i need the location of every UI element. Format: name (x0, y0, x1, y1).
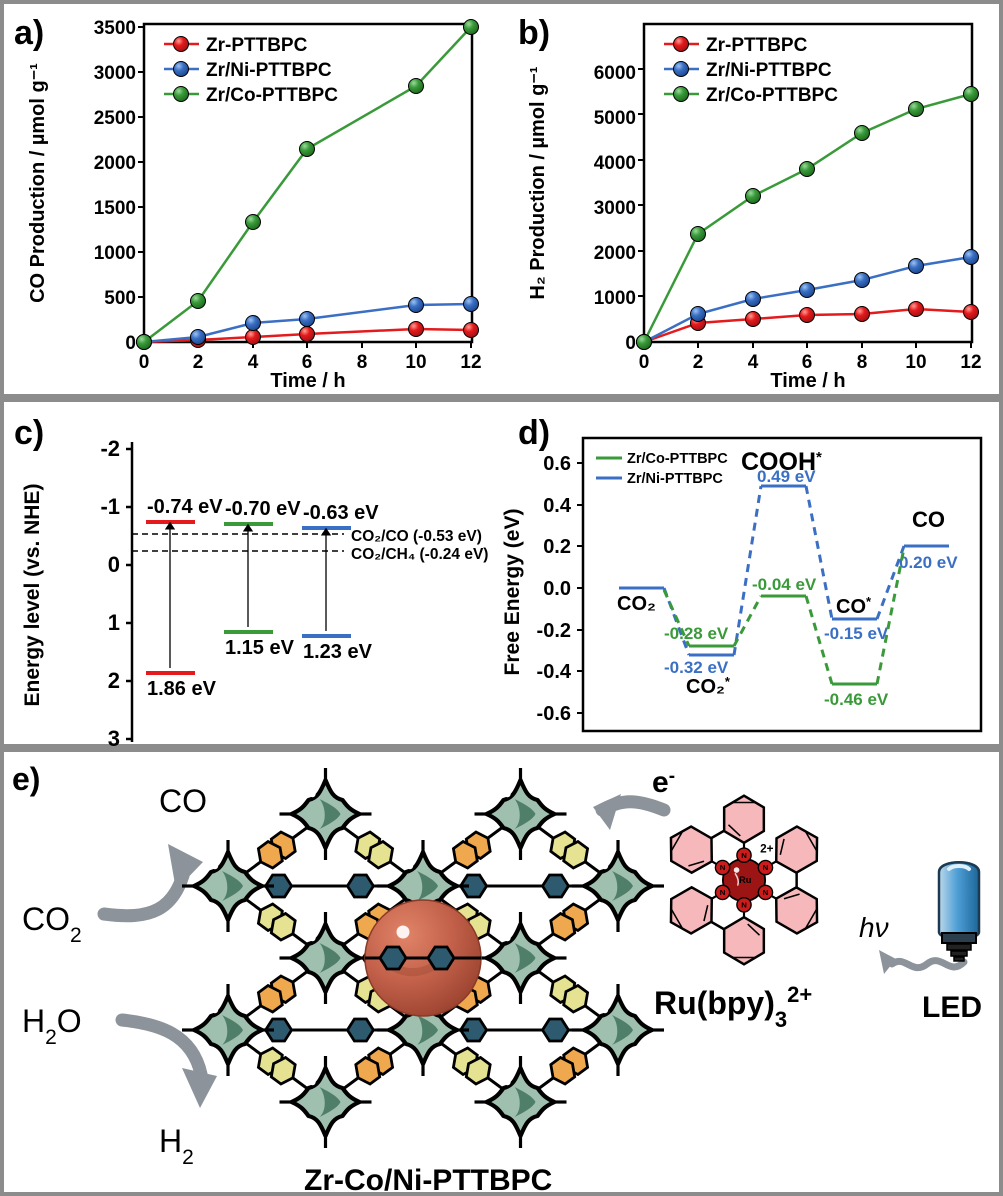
svg-text:3000: 3000 (594, 198, 636, 219)
svg-text:c): c) (14, 414, 44, 452)
svg-text:2: 2 (193, 352, 204, 373)
svg-text:Time / h: Time / h (770, 370, 845, 392)
svg-text:a): a) (14, 14, 44, 52)
svg-text:N: N (763, 888, 769, 897)
svg-text:-0.4: -0.4 (537, 661, 572, 683)
svg-text:0: 0 (139, 352, 150, 373)
svg-text:N: N (741, 900, 747, 909)
svg-text:1500: 1500 (94, 198, 136, 219)
svg-text:-0.28 eV: -0.28 eV (664, 624, 729, 643)
svg-text:Energy level (vs. NHE): Energy level (vs. NHE) (21, 484, 44, 707)
svg-text:3500: 3500 (94, 18, 136, 39)
svg-text:1.15 eV: 1.15 eV (225, 637, 295, 659)
svg-text:2000: 2000 (94, 153, 136, 174)
svg-text:Zr/Ni-PTTBPC: Zr/Ni-PTTBPC (206, 60, 332, 81)
svg-text:CO₂: CO₂ (617, 593, 656, 615)
svg-text:-0.70 eV: -0.70 eV (225, 498, 301, 520)
svg-text:CO: CO (159, 783, 207, 819)
svg-text:4: 4 (748, 352, 759, 373)
svg-text:2: 2 (693, 352, 704, 373)
svg-text:CO2: CO2 (22, 901, 82, 947)
svg-text:-0.63 eV: -0.63 eV (303, 502, 379, 524)
svg-text:Zr/Co-PTTBPC: Zr/Co-PTTBPC (706, 85, 838, 106)
svg-text:2+: 2+ (760, 843, 774, 856)
svg-text:0.4: 0.4 (543, 495, 572, 517)
svg-text:0.2: 0.2 (543, 536, 571, 558)
svg-text:2000: 2000 (594, 243, 636, 264)
svg-text:0.6: 0.6 (543, 453, 571, 475)
svg-text:-0.04 eV: -0.04 eV (752, 575, 817, 594)
svg-text:10: 10 (905, 352, 926, 373)
svg-text:1.86 eV: 1.86 eV (147, 678, 217, 700)
svg-text:-0.32 eV: -0.32 eV (664, 658, 729, 677)
svg-text:Free Energy (eV): Free Energy (eV) (501, 509, 524, 676)
svg-text:0: 0 (625, 333, 636, 354)
svg-text:0.20 eV: 0.20 eV (899, 553, 958, 572)
svg-text:CO*: CO* (836, 594, 872, 619)
svg-text:4: 4 (248, 352, 259, 373)
svg-text:1.23 eV: 1.23 eV (303, 641, 373, 663)
svg-text:500: 500 (104, 288, 136, 309)
svg-text:e): e) (12, 761, 40, 797)
svg-text:-0.2: -0.2 (537, 620, 571, 642)
svg-text:Ru: Ru (739, 875, 752, 885)
svg-text:8: 8 (857, 352, 868, 373)
svg-text:Zr-PTTBPC: Zr-PTTBPC (206, 35, 308, 56)
svg-text:-0.15 eV: -0.15 eV (824, 624, 889, 643)
svg-text:0: 0 (639, 352, 650, 373)
svg-text:2500: 2500 (94, 108, 136, 129)
svg-text:-1: -1 (100, 494, 120, 519)
svg-text:N: N (741, 851, 747, 860)
svg-text:12: 12 (460, 352, 481, 373)
svg-text:Zr/Ni-PTTBPC: Zr/Ni-PTTBPC (706, 60, 832, 81)
svg-text:LED: LED (922, 991, 982, 1024)
svg-text:5000: 5000 (594, 108, 636, 129)
svg-text:hν: hν (859, 912, 889, 943)
svg-text:Zr/Co-PTTBPC: Zr/Co-PTTBPC (206, 85, 338, 106)
svg-text:Zr/Ni-PTTBPC: Zr/Ni-PTTBPC (627, 471, 723, 487)
svg-text:Zr/Co-PTTBPC: Zr/Co-PTTBPC (627, 451, 728, 467)
svg-text:1: 1 (108, 610, 120, 635)
svg-text:-0.6: -0.6 (537, 703, 571, 725)
svg-text:e-: e- (652, 766, 675, 800)
svg-text:CO: CO (912, 507, 945, 532)
svg-text:H₂ Production / µmol g⁻¹: H₂ Production / µmol g⁻¹ (527, 66, 549, 300)
svg-text:6000: 6000 (594, 63, 636, 84)
svg-text:1000: 1000 (94, 243, 136, 264)
svg-text:Zr-Co/Ni-PTTBPC: Zr-Co/Ni-PTTBPC (304, 1164, 552, 1196)
svg-text:0.49 eV: 0.49 eV (757, 467, 816, 486)
svg-text:N: N (763, 863, 769, 872)
svg-text:H2O: H2O (22, 1003, 82, 1049)
svg-text:N: N (720, 863, 726, 872)
svg-text:CO₂/CO (-0.53 eV): CO₂/CO (-0.53 eV) (351, 528, 482, 545)
svg-text:H2: H2 (159, 1123, 194, 1169)
svg-text:0: 0 (108, 552, 120, 577)
svg-text:Zr-PTTBPC: Zr-PTTBPC (706, 35, 808, 56)
svg-text:CO₂/CH₄ (-0.24 eV): CO₂/CH₄ (-0.24 eV) (351, 546, 488, 563)
svg-text:8: 8 (357, 352, 368, 373)
svg-text:Ru(bpy)32+: Ru(bpy)32+ (654, 982, 812, 1032)
svg-text:CO₂*: CO₂* (686, 674, 731, 699)
svg-text:3000: 3000 (94, 63, 136, 84)
svg-text:-0.46 eV: -0.46 eV (824, 690, 889, 709)
svg-text:1000: 1000 (594, 288, 636, 309)
svg-text:10: 10 (405, 352, 426, 373)
svg-text:2: 2 (108, 668, 120, 693)
svg-text:0.0: 0.0 (543, 578, 571, 600)
svg-text:-2: -2 (100, 436, 120, 461)
svg-text:b): b) (518, 14, 550, 52)
svg-text:N: N (720, 888, 726, 897)
svg-text:4000: 4000 (594, 153, 636, 174)
svg-text:12: 12 (960, 352, 981, 373)
svg-text:d): d) (518, 414, 550, 452)
svg-text:0: 0 (125, 333, 136, 354)
svg-text:-0.74 eV: -0.74 eV (147, 496, 223, 518)
svg-text:CO Production / µmol g⁻¹: CO Production / µmol g⁻¹ (27, 63, 49, 303)
svg-text:Time / h: Time / h (270, 370, 345, 392)
